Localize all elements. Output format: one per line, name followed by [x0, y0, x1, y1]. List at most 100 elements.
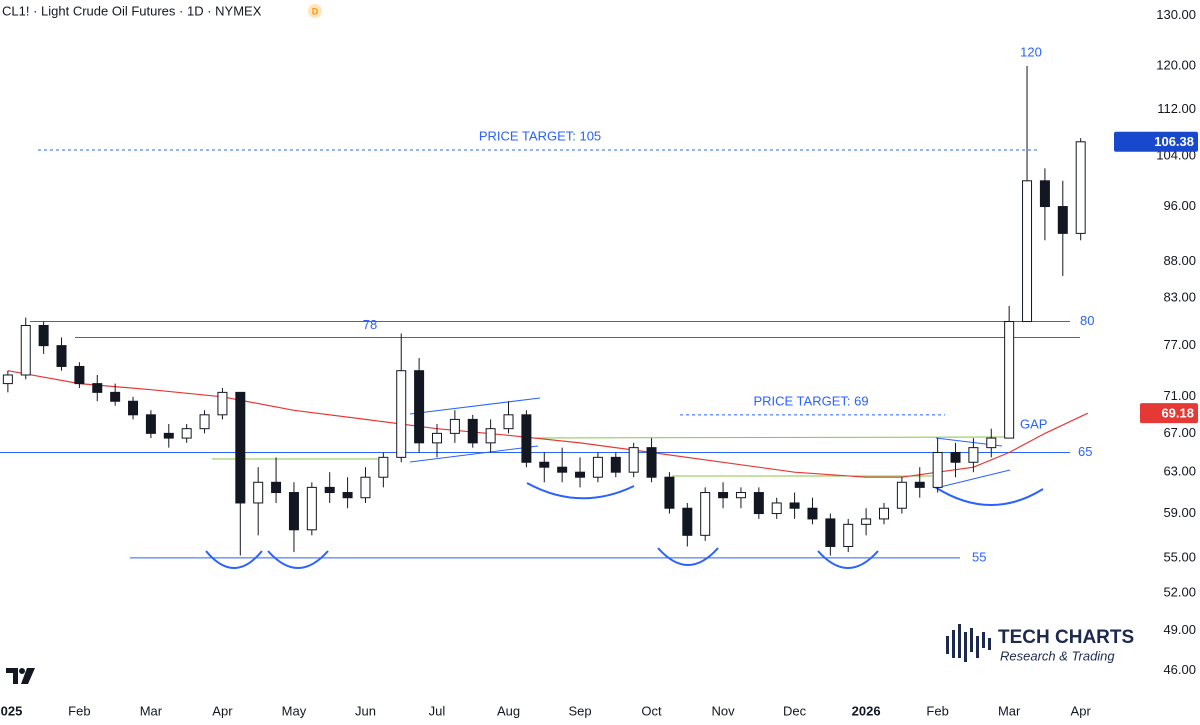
y-tick-label: 83.00: [1163, 290, 1196, 305]
x-tick-label: Aug: [497, 703, 520, 718]
x-tick-label: Jun: [355, 703, 376, 718]
candle-body: [843, 523, 854, 547]
y-tick-label: 71.00: [1163, 388, 1196, 403]
candle-body: [74, 365, 85, 385]
candle-body: [128, 400, 139, 416]
y-tick-label: 112.00: [1157, 101, 1196, 116]
x-tick-label: Apr: [1071, 703, 1092, 718]
trendline: [409, 445, 539, 463]
y-tick-label: 77.00: [1163, 337, 1196, 352]
neckline: [534, 436, 1009, 439]
y-tick-label: 130.00: [1156, 7, 1196, 22]
y-tick-label: 49.00: [1163, 622, 1196, 637]
candle-body: [199, 414, 210, 430]
candle-body: [360, 476, 371, 499]
candle-body: [20, 324, 31, 376]
peak-label: 120: [1020, 44, 1042, 59]
candle-body: [986, 437, 997, 449]
x-tick-label: Apr: [212, 703, 233, 718]
level-label: 78: [363, 317, 377, 332]
badge-icon: [308, 4, 322, 18]
x-tick-label: Mar: [140, 703, 163, 718]
candle-body: [735, 492, 746, 499]
candle-body: [646, 447, 657, 478]
grid: [7, 14, 1116, 703]
candle-body: [56, 345, 67, 367]
candle-body: [914, 481, 925, 488]
candle-body: [92, 383, 103, 393]
candle-body: [950, 451, 961, 463]
watermark-subtitle: Research & Trading: [1000, 648, 1115, 663]
candle-body: [145, 414, 156, 434]
candle-body: [38, 324, 49, 347]
candle-body: [932, 451, 943, 488]
candle-body: [1039, 180, 1050, 208]
ma-price-label: 69.18: [1161, 406, 1194, 421]
tv-logo: [6, 668, 35, 684]
candle-body: [378, 456, 389, 478]
candle-body: [253, 481, 264, 504]
candle-body: [557, 466, 568, 473]
candle-body: [1004, 321, 1015, 439]
last-price-tag: [1114, 131, 1198, 152]
candle-body: [825, 518, 836, 547]
watermark: TECH CHARTS Research & Trading: [946, 624, 1134, 663]
arc: [205, 550, 263, 569]
watermark-title: TECH CHARTS: [998, 627, 1134, 648]
y-tick-label: 63.00: [1163, 464, 1196, 479]
candle-body: [1022, 180, 1033, 323]
arc: [817, 550, 879, 569]
x-tick-label: 2026: [852, 703, 881, 718]
candle-body: [539, 461, 550, 468]
y-tick-label: 52.00: [1163, 585, 1196, 600]
candle-body: [467, 418, 478, 444]
candle-body: [753, 492, 764, 515]
x-tick-label: Sep: [568, 703, 591, 718]
candle-body: [521, 414, 532, 463]
target-label: PRICE TARGET: 69: [753, 393, 868, 408]
x-tick-label: Dec: [783, 703, 807, 718]
arc: [657, 547, 719, 566]
candle-body: [503, 414, 514, 430]
candle-body: [217, 391, 228, 416]
candle-body: [288, 492, 299, 531]
x-tick-label: Feb: [926, 703, 948, 718]
x-tick-label: May: [282, 703, 307, 718]
candle-body: [449, 418, 460, 434]
trendline: [409, 397, 541, 415]
candle-body: [807, 507, 818, 520]
candle-body: [592, 456, 603, 478]
x-tick-label: Jul: [429, 703, 446, 718]
candle-body: [342, 492, 353, 499]
candle-body: [181, 428, 192, 439]
axes: 46.00 49.00 52.00 55.00 59.00 63.00 67.00 71.00…: [0, 7, 1198, 718]
candles: [2, 65, 1086, 556]
candle-body: [610, 456, 621, 473]
candle-body: [2, 374, 13, 385]
candle-body: [628, 447, 639, 473]
candle-body: [324, 486, 335, 494]
y-tick-label: 55.00: [1163, 549, 1196, 564]
candle-body: [396, 370, 407, 458]
chart-title: CL1! · Light Crude Oil Futures · 1D · NY…: [2, 3, 262, 18]
level-label: 80: [1080, 313, 1094, 328]
arc: [526, 482, 635, 500]
badge: D: [312, 6, 319, 16]
candle-body: [896, 481, 907, 509]
candle-body: [235, 391, 246, 504]
y-tick-label: 59.00: [1163, 505, 1196, 520]
level-label: 65: [1078, 444, 1092, 459]
x-tick-label: 2025: [0, 703, 22, 718]
candle-body: [718, 492, 729, 499]
arc: [934, 486, 1044, 506]
annotations: 80 78 65 55 PRICE TARGET: 105 PRICE TARGET: 6…: [0, 44, 1094, 564]
candle-body: [861, 518, 872, 525]
candle-body: [306, 486, 317, 531]
candle-body: [878, 507, 889, 520]
candle-body: [771, 502, 782, 515]
ma-price-tag: [1140, 403, 1198, 424]
y-tick-label: 67.00: [1163, 425, 1196, 440]
candle-body: [163, 432, 174, 439]
